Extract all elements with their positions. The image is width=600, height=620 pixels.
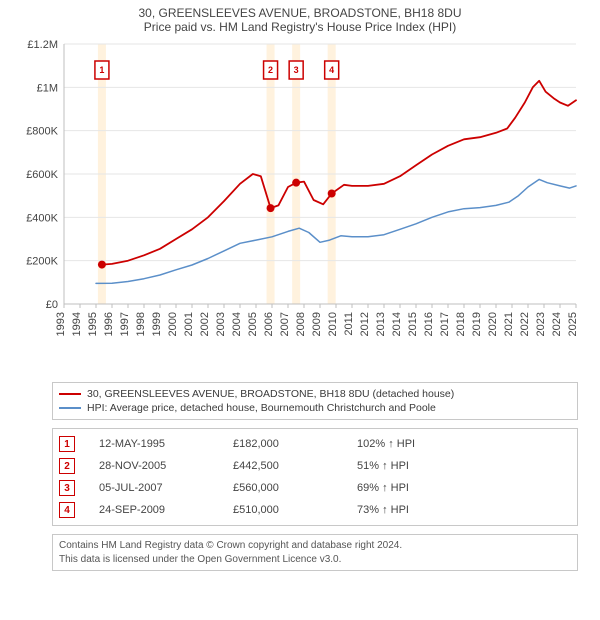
svg-text:£1M: £1M: [37, 82, 58, 94]
legend-swatch: [59, 407, 81, 409]
svg-text:1995: 1995: [87, 312, 99, 336]
svg-text:2001: 2001: [183, 312, 195, 336]
transaction-badge: 1: [59, 436, 75, 452]
legend-row: 30, GREENSLEEVES AVENUE, BROADSTONE, BH1…: [59, 387, 571, 401]
svg-text:2010: 2010: [327, 312, 339, 336]
svg-text:1: 1: [99, 65, 104, 75]
svg-text:2016: 2016: [423, 312, 435, 336]
transaction-badge: 4: [59, 502, 75, 518]
transaction-pct: 51% ↑ HPI: [357, 460, 477, 472]
svg-text:£0: £0: [46, 299, 58, 311]
svg-text:2000: 2000: [167, 312, 179, 336]
svg-text:3: 3: [294, 65, 299, 75]
svg-text:2008: 2008: [295, 312, 307, 336]
svg-text:1993: 1993: [55, 312, 67, 336]
svg-text:1998: 1998: [135, 312, 147, 336]
transaction-date: 24-SEP-2009: [79, 504, 229, 516]
svg-text:2012: 2012: [359, 312, 371, 336]
svg-text:2: 2: [268, 65, 273, 75]
transaction-date: 28-NOV-2005: [79, 460, 229, 472]
transaction-row: 1 12-MAY-1995 £182,000 102% ↑ HPI: [57, 433, 573, 455]
transaction-price: £182,000: [233, 438, 353, 450]
svg-text:2024: 2024: [551, 312, 563, 336]
title-address: 30, GREENSLEEVES AVENUE, BROADSTONE, BH1…: [10, 6, 590, 20]
svg-text:£200K: £200K: [26, 256, 58, 268]
legend-label: 30, GREENSLEEVES AVENUE, BROADSTONE, BH1…: [87, 388, 454, 400]
svg-text:2006: 2006: [263, 312, 275, 336]
transaction-date: 05-JUL-2007: [79, 482, 229, 494]
svg-text:2007: 2007: [279, 312, 291, 336]
svg-text:2009: 2009: [311, 312, 323, 336]
transaction-pct: 69% ↑ HPI: [357, 482, 477, 494]
title-subtitle: Price paid vs. HM Land Registry's House …: [10, 20, 590, 34]
svg-text:2021: 2021: [503, 312, 515, 336]
svg-text:£400K: £400K: [26, 212, 58, 224]
transaction-pct: 102% ↑ HPI: [357, 438, 477, 450]
transaction-badge: 3: [59, 480, 75, 496]
attribution-line-1: Contains HM Land Registry data © Crown c…: [59, 539, 571, 553]
svg-text:2020: 2020: [487, 312, 499, 336]
transaction-date: 12-MAY-1995: [79, 438, 229, 450]
svg-text:2019: 2019: [471, 312, 483, 336]
svg-text:2002: 2002: [199, 312, 211, 336]
transaction-badge: 2: [59, 458, 75, 474]
svg-text:2014: 2014: [391, 312, 403, 336]
transaction-row: 4 24-SEP-2009 £510,000 73% ↑ HPI: [57, 499, 573, 521]
legend-label: HPI: Average price, detached house, Bour…: [87, 402, 436, 414]
svg-text:£1.2M: £1.2M: [27, 40, 58, 51]
svg-text:2015: 2015: [407, 312, 419, 336]
svg-text:2011: 2011: [343, 312, 355, 336]
svg-text:2022: 2022: [519, 312, 531, 336]
transaction-price: £442,500: [233, 460, 353, 472]
legend-box: 30, GREENSLEEVES AVENUE, BROADSTONE, BH1…: [52, 382, 578, 420]
svg-text:2005: 2005: [247, 312, 259, 336]
attribution-line-2: This data is licensed under the Open Gov…: [59, 553, 571, 567]
svg-text:2003: 2003: [215, 312, 227, 336]
svg-text:£800K: £800K: [26, 126, 58, 138]
svg-text:1997: 1997: [119, 312, 131, 336]
legend-row: HPI: Average price, detached house, Bour…: [59, 401, 571, 415]
legend-swatch: [59, 393, 81, 395]
svg-text:2018: 2018: [455, 312, 467, 336]
transactions-table: 1 12-MAY-1995 £182,000 102% ↑ HPI 2 28-NOV-20…: [52, 428, 578, 526]
svg-text:2025: 2025: [567, 312, 579, 336]
transaction-row: 2 28-NOV-2005 £442,500 51% ↑ HPI: [57, 455, 573, 477]
chart-svg: £0 £200K £400K £600K £800K £1M £1.2M 1993 1994 19…: [20, 40, 580, 382]
svg-text:2013: 2013: [375, 312, 387, 336]
svg-text:2004: 2004: [231, 312, 243, 336]
transaction-row: 3 05-JUL-2007 £560,000 69% ↑ HPI: [57, 477, 573, 499]
price-chart: £0 £200K £400K £600K £800K £1M £1.2M 1993 1994 19…: [20, 40, 580, 340]
svg-text:1994: 1994: [71, 312, 83, 336]
transaction-price: £510,000: [233, 504, 353, 516]
svg-text:£600K: £600K: [26, 169, 58, 181]
svg-text:2017: 2017: [439, 312, 451, 336]
svg-text:4: 4: [329, 65, 334, 75]
svg-text:1999: 1999: [151, 312, 163, 336]
transaction-price: £560,000: [233, 482, 353, 494]
title-block: 30, GREENSLEEVES AVENUE, BROADSTONE, BH1…: [10, 6, 590, 34]
svg-text:2023: 2023: [535, 312, 547, 336]
svg-text:1996: 1996: [103, 312, 115, 336]
attribution-box: Contains HM Land Registry data © Crown c…: [52, 534, 578, 571]
transaction-pct: 73% ↑ HPI: [357, 504, 477, 516]
